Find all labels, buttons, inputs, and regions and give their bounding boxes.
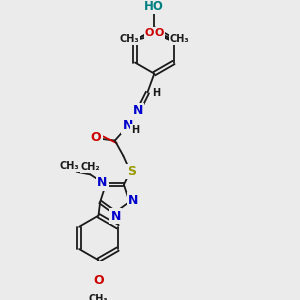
Text: CH₃: CH₃ <box>88 294 108 300</box>
Text: O: O <box>91 130 101 144</box>
Text: N: N <box>128 194 138 207</box>
Text: CH₃: CH₃ <box>119 34 139 44</box>
Text: CH₃: CH₃ <box>60 161 80 171</box>
Text: S: S <box>127 165 136 178</box>
Text: N: N <box>133 104 143 117</box>
Text: N: N <box>110 209 121 223</box>
Text: O: O <box>93 274 104 287</box>
Text: H: H <box>152 88 160 98</box>
Text: N: N <box>97 176 107 189</box>
Text: O: O <box>154 28 164 38</box>
Text: N: N <box>122 119 133 133</box>
Text: O: O <box>145 28 154 38</box>
Text: CH₃: CH₃ <box>170 34 189 44</box>
Text: CH₂: CH₂ <box>80 162 100 172</box>
Text: H: H <box>131 125 140 135</box>
Text: HO: HO <box>144 0 164 13</box>
